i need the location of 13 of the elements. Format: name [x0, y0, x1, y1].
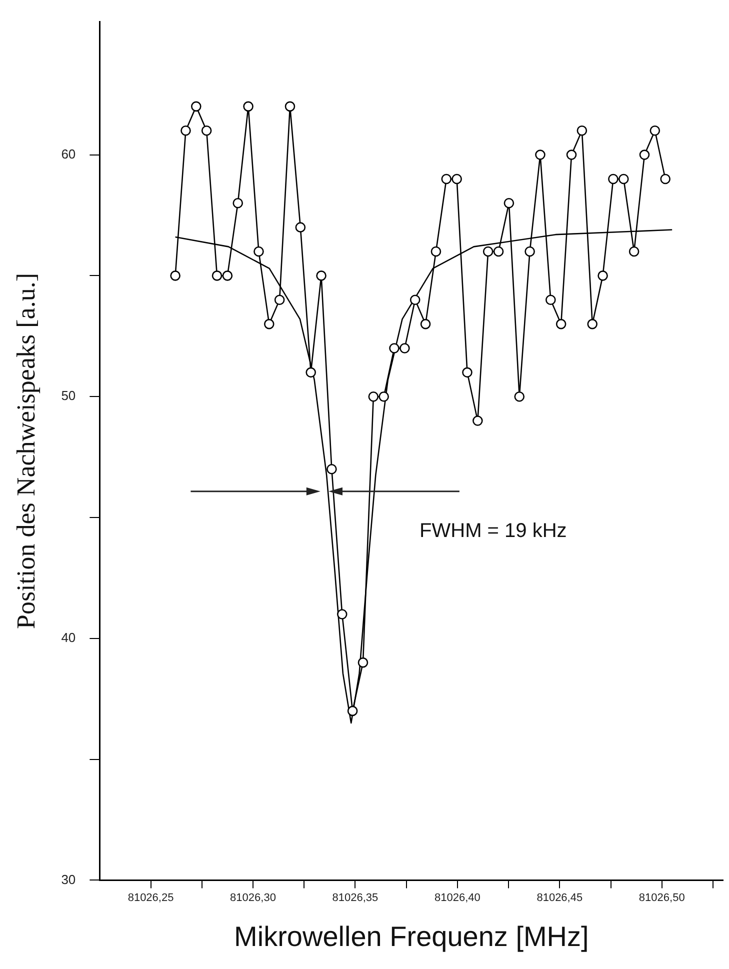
annotation: FWHM = 19 kHz	[420, 520, 567, 542]
y-tick-label: 40	[61, 630, 76, 645]
y-axis-title: Position des Nachweispeaks [a.u.]	[11, 273, 40, 629]
x-tick-label: 81026,35	[332, 892, 378, 904]
x-tick-label: 81026,25	[128, 892, 174, 904]
x-axis-title: Mikrowellen Frequenz [MHz]	[234, 920, 589, 952]
x-tick-label: 81026,50	[638, 892, 685, 904]
y-tick-label: 60	[61, 146, 76, 162]
x-tick-label: 81026,45	[536, 892, 583, 904]
y-tick-label: 50	[61, 388, 76, 404]
x-tick-label: 81026,30	[230, 892, 276, 904]
y-tick-label: 30	[61, 872, 76, 887]
x-tick-label: 81026,40	[434, 892, 480, 904]
